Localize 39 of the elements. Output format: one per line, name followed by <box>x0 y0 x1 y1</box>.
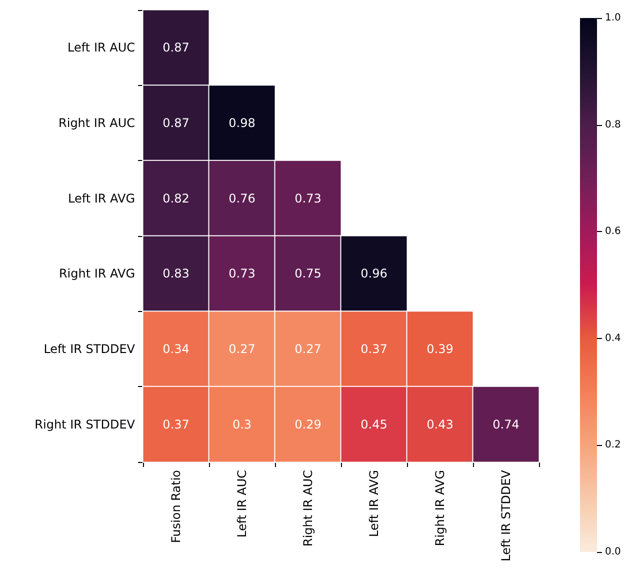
data-label: 0.98 <box>228 116 256 130</box>
x-tick-label: Left IR AVG <box>367 470 381 538</box>
color-bar-label: 0.2 <box>605 440 621 451</box>
x-tick-label: Right IR AUC <box>301 470 315 546</box>
data-label: 0.27 <box>228 342 256 356</box>
color-bar-label: 0.8 <box>605 119 621 130</box>
data-label: 0.76 <box>228 191 256 206</box>
y-tick-label: Left IR STDDEV <box>44 342 136 356</box>
color-bar-label: 0.4 <box>605 332 621 344</box>
data-label: 0.43 <box>426 417 454 432</box>
data-label: 0.82 <box>162 191 190 206</box>
color-bar-label: 1.0 <box>605 12 621 24</box>
data-label: 0.3 <box>232 417 252 432</box>
data-label: 0.73 <box>228 266 256 281</box>
data-label: 0.29 <box>294 417 322 432</box>
data-label: 0.27 <box>294 342 322 356</box>
y-tick-label: Right IR AVG <box>58 266 135 281</box>
data-label: 0.34 <box>162 342 190 356</box>
data-label: 0.83 <box>162 266 190 281</box>
x-tick-label: Left IR STDDEV <box>499 469 513 562</box>
data-label: 0.75 <box>294 266 322 281</box>
data-label: 0.37 <box>360 342 388 356</box>
data-label: 0.74 <box>492 417 520 432</box>
data-label: 0.96 <box>360 266 388 281</box>
y-tick-label: Left IR AVG <box>68 191 135 206</box>
data-label: 0.45 <box>360 417 388 432</box>
x-tick-label: Right IR AVG <box>433 470 447 546</box>
data-label: 0.39 <box>426 342 454 356</box>
data-label: 0.73 <box>294 191 322 206</box>
data-label: 0.37 <box>162 417 190 432</box>
y-tick-label: Right IR STDDEV <box>34 417 136 432</box>
y-tick-label: Left IR AUC <box>68 40 135 55</box>
y-tick-label: Right IR AUC <box>58 116 135 130</box>
x-tick-label: Left IR AUC <box>235 470 249 538</box>
x-tick-label: Fusion Ratio <box>169 470 183 544</box>
color-bar-label: 0.0 <box>605 546 621 558</box>
data-label: 0.87 <box>162 116 190 130</box>
color-bar-label: 0.6 <box>605 226 621 238</box>
data-label: 0.87 <box>162 40 190 55</box>
